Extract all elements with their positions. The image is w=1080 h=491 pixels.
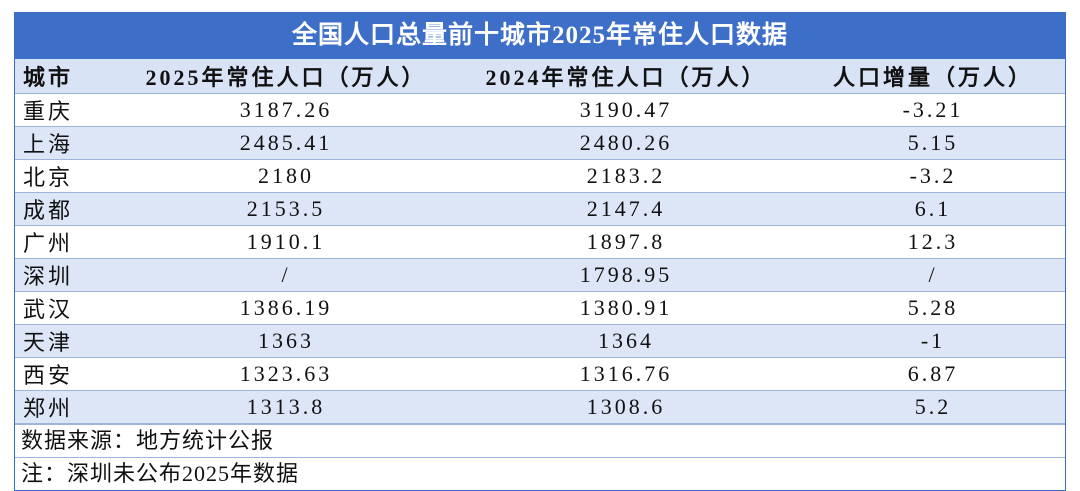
table-row: 成都 2153.5 2147.4 6.1	[15, 192, 1065, 226]
value-cell: 1364	[451, 324, 801, 358]
city-cell: 重庆	[15, 93, 121, 127]
footer-note: 注：深圳未公布2025年数据	[15, 457, 1065, 490]
value-cell: 6.1	[801, 192, 1065, 226]
table-row: 北京 2180 2183.2 -3.2	[15, 159, 1065, 193]
data-table: 城市 2025年常住人口（万人） 2024年常住人口（万人） 人口增量（万人） 重庆 31…	[15, 59, 1065, 424]
value-cell: 3187.26	[121, 93, 451, 127]
table-row: 上海 2485.41 2480.26 5.15	[15, 126, 1065, 160]
header-cell: 2024年常住人口（万人）	[451, 59, 801, 94]
value-cell: 3190.47	[451, 93, 801, 127]
header-cell: 人口增量（万人）	[801, 59, 1065, 94]
city-cell: 天津	[15, 324, 121, 358]
city-cell: 深圳	[15, 258, 121, 292]
value-cell: 1313.8	[121, 390, 451, 424]
value-cell: 1323.63	[121, 357, 451, 391]
value-cell: 5.28	[801, 291, 1065, 325]
header-cell: 城市	[15, 59, 121, 94]
table-row: 武汉 1386.19 1380.91 5.28	[15, 291, 1065, 325]
city-cell: 北京	[15, 159, 121, 193]
value-cell: 1386.19	[121, 291, 451, 325]
value-cell: 2153.5	[121, 192, 451, 226]
city-cell: 西安	[15, 357, 121, 391]
value-cell: /	[801, 258, 1065, 292]
value-cell: -1	[801, 324, 1065, 358]
table-title: 全国人口总量前十城市2025年常住人口数据	[15, 13, 1065, 59]
value-cell: 2480.26	[451, 126, 801, 160]
value-cell: 1308.6	[451, 390, 801, 424]
value-cell: -3.21	[801, 93, 1065, 127]
value-cell: 5.2	[801, 390, 1065, 424]
header-row: 城市 2025年常住人口（万人） 2024年常住人口（万人） 人口增量（万人）	[15, 59, 1065, 94]
value-cell: 2180	[121, 159, 451, 193]
value-cell: -3.2	[801, 159, 1065, 193]
footer-note: 数据来源：地方统计公报	[15, 424, 1065, 457]
value-cell: 1897.8	[451, 225, 801, 259]
city-cell: 武汉	[15, 291, 121, 325]
table-row: 天津 1363 1364 -1	[15, 324, 1065, 358]
value-cell: 2485.41	[121, 126, 451, 160]
city-cell: 上海	[15, 126, 121, 160]
value-cell: 2147.4	[451, 192, 801, 226]
table-row: 深圳/1798.95/	[15, 258, 1065, 292]
city-cell: 郑州	[15, 390, 121, 424]
table-card: 全国人口总量前十城市2025年常住人口数据 城市 2025年常住人口（万人） 202…	[14, 12, 1066, 491]
header-cell: 2025年常住人口（万人）	[121, 59, 451, 94]
value-cell: 6.87	[801, 357, 1065, 391]
city-cell: 广州	[15, 225, 121, 259]
value-cell: 5.15	[801, 126, 1065, 160]
table-row: 重庆 3187.26 3190.47 -3.21	[15, 93, 1065, 127]
value-cell: 1798.95	[451, 258, 801, 292]
value-cell: 2183.2	[451, 159, 801, 193]
value-cell: 12.3	[801, 225, 1065, 259]
value-cell: 1910.1	[121, 225, 451, 259]
table-row: 广州 1910.1 1897.8 12.3	[15, 225, 1065, 259]
value-cell: /	[121, 258, 451, 292]
value-cell: 1380.91	[451, 291, 801, 325]
city-cell: 成都	[15, 192, 121, 226]
value-cell: 1316.76	[451, 357, 801, 391]
table-row: 西安 1323.63 1316.76 6.87	[15, 357, 1065, 391]
table-row: 郑州 1313.8 1308.6 5.2	[15, 390, 1065, 424]
value-cell: 1363	[121, 324, 451, 358]
